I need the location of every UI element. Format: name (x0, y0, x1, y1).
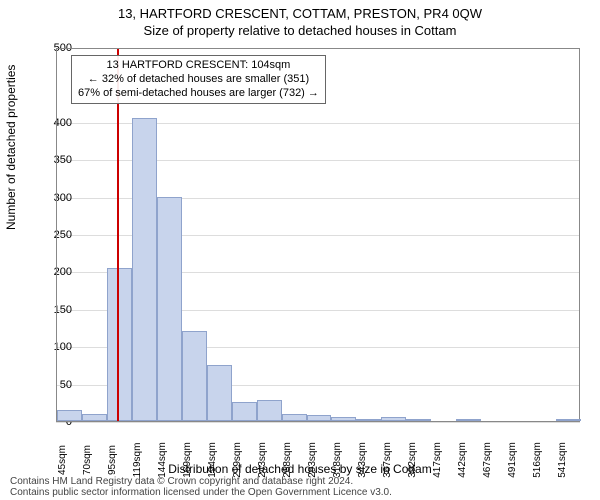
page-title-line1: 13, HARTFORD CRESCENT, COTTAM, PRESTON, … (0, 0, 600, 21)
y-axis-label: Number of detached properties (4, 65, 18, 230)
histogram-bar (57, 410, 82, 421)
annotation-line2: ← 32% of detached houses are smaller (35… (78, 73, 319, 87)
histogram-bar (82, 414, 107, 421)
x-axis-label: Distribution of detached houses by size … (0, 462, 600, 476)
reference-line (117, 49, 119, 421)
histogram-bar (406, 419, 431, 421)
footer-attribution: Contains HM Land Registry data © Crown c… (10, 476, 392, 498)
histogram-bar (107, 268, 132, 421)
histogram-bar (207, 365, 232, 421)
histogram-bar (381, 417, 406, 421)
histogram-bar (556, 419, 581, 421)
annotation-line1: 13 HARTFORD CRESCENT: 104sqm (78, 59, 319, 73)
histogram-bar (356, 419, 381, 421)
histogram-bar (132, 118, 157, 421)
gridline (56, 422, 580, 423)
page-title-line2: Size of property relative to detached ho… (0, 21, 600, 38)
footer-line1: Contains HM Land Registry data © Crown c… (10, 476, 392, 487)
chart-container: 13, HARTFORD CRESCENT, COTTAM, PRESTON, … (0, 0, 600, 500)
histogram-bar (456, 419, 481, 421)
annotation-line3: 67% of semi-detached houses are larger (… (78, 87, 319, 101)
histogram-bar (331, 417, 356, 421)
plot-area: 13 HARTFORD CRESCENT: 104sqm ← 32% of de… (56, 48, 580, 422)
histogram-bar (182, 331, 207, 421)
histogram-bar (157, 197, 182, 421)
annotation-box: 13 HARTFORD CRESCENT: 104sqm ← 32% of de… (71, 55, 326, 104)
histogram-bar (282, 414, 307, 421)
histogram-bar (257, 400, 282, 421)
footer-line2: Contains public sector information licen… (10, 487, 392, 498)
histogram-bar (232, 402, 257, 421)
histogram-bar (307, 415, 332, 421)
